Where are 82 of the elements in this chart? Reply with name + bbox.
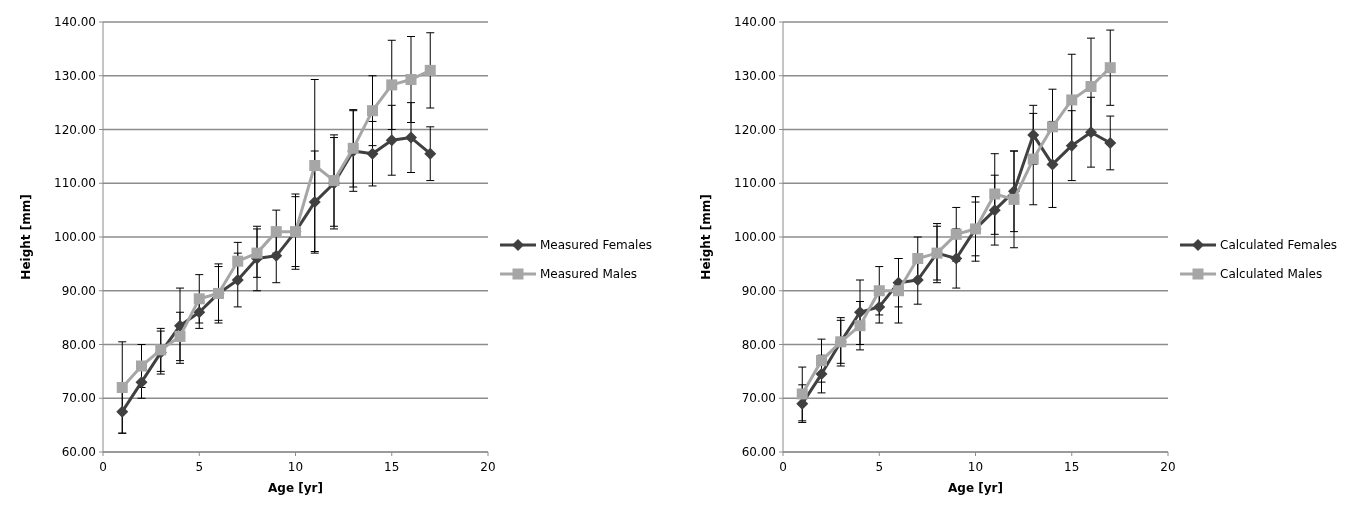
point xyxy=(989,188,1001,200)
point xyxy=(1008,193,1020,205)
y-tick-label: 60.00 xyxy=(741,445,776,460)
point xyxy=(232,255,244,267)
y-tick-label: 140.00 xyxy=(54,15,96,30)
x-tick-label: 20 xyxy=(1160,460,1176,474)
y-tick-label: 90.00 xyxy=(61,283,96,298)
point xyxy=(950,228,962,240)
point xyxy=(1104,62,1116,74)
y-tick-label: 120.00 xyxy=(734,122,776,137)
y-axis-title: Height [mm] xyxy=(699,194,713,280)
point xyxy=(1066,94,1078,106)
point xyxy=(1104,136,1117,149)
point xyxy=(405,74,417,86)
y-tick-label: 100.00 xyxy=(734,230,776,245)
point xyxy=(270,249,283,262)
point xyxy=(873,300,886,313)
point xyxy=(796,388,808,400)
x-tick-label: 0 xyxy=(99,460,107,474)
y-tick-label: 130.00 xyxy=(54,68,96,83)
point xyxy=(116,382,128,393)
legend-label: Measured Females xyxy=(540,238,653,253)
point xyxy=(1065,139,1078,152)
point xyxy=(193,306,206,319)
y-tick-label: 120.00 xyxy=(54,122,96,137)
point xyxy=(988,204,1001,217)
point xyxy=(231,274,244,286)
point xyxy=(367,105,378,117)
point xyxy=(386,79,398,91)
y-tick-label: 130.00 xyxy=(734,68,776,83)
point xyxy=(893,285,904,297)
x-tick-label: 10 xyxy=(967,460,984,474)
y-tick-label: 90.00 xyxy=(741,283,776,298)
y-tick-label: 110.00 xyxy=(734,176,776,191)
point xyxy=(854,320,866,332)
x-tick-label: 0 xyxy=(779,460,787,474)
y-tick-label: 70.00 xyxy=(61,391,96,406)
y-tick-label: 110.00 xyxy=(54,176,96,191)
x-tick-label: 15 xyxy=(384,460,400,474)
point xyxy=(366,147,379,160)
x-tick-label: 15 xyxy=(1064,460,1080,474)
point xyxy=(116,405,129,418)
point xyxy=(815,368,828,381)
legend-label: Calculated Males xyxy=(1220,267,1323,282)
legend-label: Calculated Females xyxy=(1220,238,1338,253)
x-tick-label: 5 xyxy=(875,460,884,474)
y-axis-title: Height [mm] xyxy=(19,194,33,280)
x-axis-title: Age [yr] xyxy=(948,481,1003,495)
point xyxy=(911,274,924,286)
point xyxy=(1027,153,1039,165)
y-tick-label: 80.00 xyxy=(61,337,96,352)
legend-label: Measured Males xyxy=(540,267,638,282)
y-tick-label: 60.00 xyxy=(61,445,96,460)
point xyxy=(1085,126,1097,139)
point xyxy=(1046,158,1059,171)
point xyxy=(405,131,417,144)
point xyxy=(424,64,436,76)
point xyxy=(193,293,205,305)
point xyxy=(424,147,437,160)
point xyxy=(1027,128,1040,141)
y-tick-label: 140.00 xyxy=(734,15,776,30)
point xyxy=(1047,121,1058,133)
x-tick-label: 20 xyxy=(480,460,496,474)
point xyxy=(308,196,321,209)
point xyxy=(135,376,148,389)
point xyxy=(950,252,963,265)
point xyxy=(251,247,263,259)
point xyxy=(270,226,282,238)
x-tick-label: 10 xyxy=(287,460,304,474)
y-tick-label: 70.00 xyxy=(741,391,776,406)
x-tick-label: 5 xyxy=(195,460,204,474)
y-tick-label: 100.00 xyxy=(54,230,96,245)
point xyxy=(873,285,885,297)
x-axis-title: Age [yr] xyxy=(268,481,323,495)
point xyxy=(136,360,147,372)
point xyxy=(1085,81,1097,92)
y-tick-label: 80.00 xyxy=(741,337,776,352)
point xyxy=(385,134,398,147)
point xyxy=(309,160,321,172)
point xyxy=(174,330,186,342)
point xyxy=(816,355,827,367)
point xyxy=(912,253,924,264)
